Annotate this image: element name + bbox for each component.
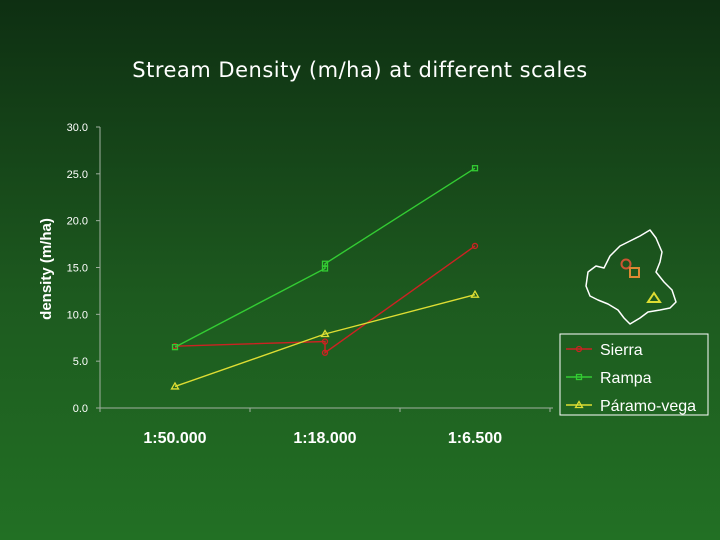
y-tick-label: 30.0 bbox=[67, 122, 88, 134]
y-tick-label: 25.0 bbox=[67, 169, 88, 181]
rampa-marker bbox=[321, 260, 329, 267]
p-ramo-vega-marker bbox=[470, 289, 480, 298]
series-lines bbox=[174, 167, 476, 388]
y-axis-title: density (m/ha) bbox=[38, 218, 55, 320]
y-tick-label: 15.0 bbox=[67, 263, 88, 275]
x-axis-ticks: 1:50.000 1:18.000 1:6.500 bbox=[99, 408, 551, 447]
series-markers bbox=[170, 165, 480, 390]
inset-rampa-marker bbox=[629, 267, 640, 278]
legend-box bbox=[559, 333, 709, 416]
x-category-label: 1:6.500 bbox=[448, 430, 502, 447]
y-tick-label: 20.0 bbox=[67, 216, 88, 228]
sierra-extra-marker bbox=[321, 349, 329, 356]
legend-label-p-ramo-vega: Páramo-vega bbox=[600, 398, 696, 415]
chart-axes bbox=[99, 127, 553, 409]
x-category-label: 1:18.000 bbox=[293, 430, 356, 447]
legend: Sierra Rampa Páramo-vega bbox=[559, 333, 709, 416]
legend-marker-p-ramo-vega bbox=[574, 400, 584, 409]
legend-label-rampa: Rampa bbox=[600, 370, 652, 387]
y-tick-label: 0.0 bbox=[73, 403, 88, 415]
inset-paramo-marker bbox=[646, 291, 662, 303]
rampa-marker bbox=[471, 165, 479, 172]
region-outline bbox=[585, 229, 677, 325]
sierra-marker bbox=[321, 338, 329, 345]
y-tick-label: 5.0 bbox=[73, 356, 88, 368]
legend-label-sierra: Sierra bbox=[600, 342, 643, 359]
legend-marker-sierra bbox=[575, 345, 583, 353]
legend-marker-rampa bbox=[575, 373, 583, 381]
rampa-line bbox=[174, 167, 476, 348]
p-ramo-vega-line bbox=[174, 293, 476, 388]
x-category-label: 1:50.000 bbox=[143, 430, 206, 447]
sierra-line bbox=[174, 245, 476, 355]
rampa-marker bbox=[171, 343, 179, 351]
p-ramo-vega-marker bbox=[320, 329, 330, 338]
y-axis-ticks: 0.0 5.0 10.0 15.0 20.0 25.0 30.0 bbox=[67, 122, 100, 415]
chart-title: Stream Density (m/ha) at different scale… bbox=[132, 58, 588, 82]
p-ramo-vega-marker bbox=[170, 381, 180, 390]
y-tick-label: 10.0 bbox=[67, 309, 88, 321]
inset-sierra-marker bbox=[620, 258, 632, 270]
inset-map bbox=[585, 229, 677, 325]
sierra-marker bbox=[471, 242, 479, 250]
